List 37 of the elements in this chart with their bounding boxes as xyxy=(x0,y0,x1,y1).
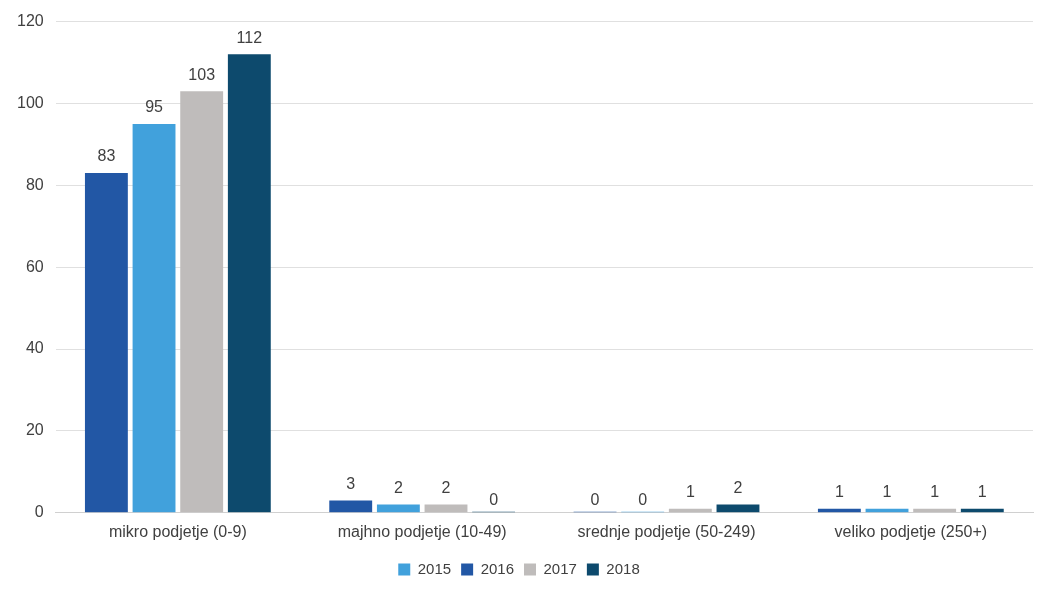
y-tick-label: 100 xyxy=(16,93,44,111)
bar xyxy=(180,91,224,513)
data-label: 0 xyxy=(590,491,600,509)
legend-label: 2015 xyxy=(417,559,452,577)
x-tick-label: veliko podjetje (250+) xyxy=(834,522,988,540)
legend-label: 2017 xyxy=(543,559,577,577)
x-tick-label: majhno podjetje (10-49) xyxy=(337,522,507,540)
y-tick-label: 80 xyxy=(25,175,44,193)
data-label: 83 xyxy=(97,147,116,165)
data-label: 1 xyxy=(834,483,844,501)
x-tick-label: srednje podjetje (50-249) xyxy=(577,522,756,540)
y-tick-label: 0 xyxy=(34,503,44,521)
data-label: 2 xyxy=(733,479,743,497)
bar xyxy=(329,500,373,513)
bar xyxy=(376,504,420,513)
y-tick-label: 60 xyxy=(25,257,44,275)
data-label: 0 xyxy=(638,491,648,509)
bar xyxy=(132,123,176,513)
data-label: 1 xyxy=(882,483,892,501)
bar xyxy=(227,54,271,513)
data-label: 0 xyxy=(489,491,499,509)
data-label: 2 xyxy=(441,479,451,497)
data-label: 1 xyxy=(685,483,695,501)
legend-label: 2018 xyxy=(606,559,640,577)
y-tick-label: 120 xyxy=(16,12,44,30)
data-label: 112 xyxy=(236,28,263,46)
bar xyxy=(84,173,128,513)
data-label: 1 xyxy=(977,483,987,501)
y-tick-label: 40 xyxy=(25,339,44,357)
legend-label: 2016 xyxy=(480,559,515,577)
data-label: 2 xyxy=(393,479,403,497)
data-label: 103 xyxy=(188,65,216,83)
data-label: 1 xyxy=(930,483,940,501)
data-label: 95 xyxy=(145,98,164,116)
data-label: 3 xyxy=(346,474,356,492)
y-tick-label: 20 xyxy=(25,421,44,439)
x-tick-label: mikro podjetje (0-9) xyxy=(108,522,247,540)
